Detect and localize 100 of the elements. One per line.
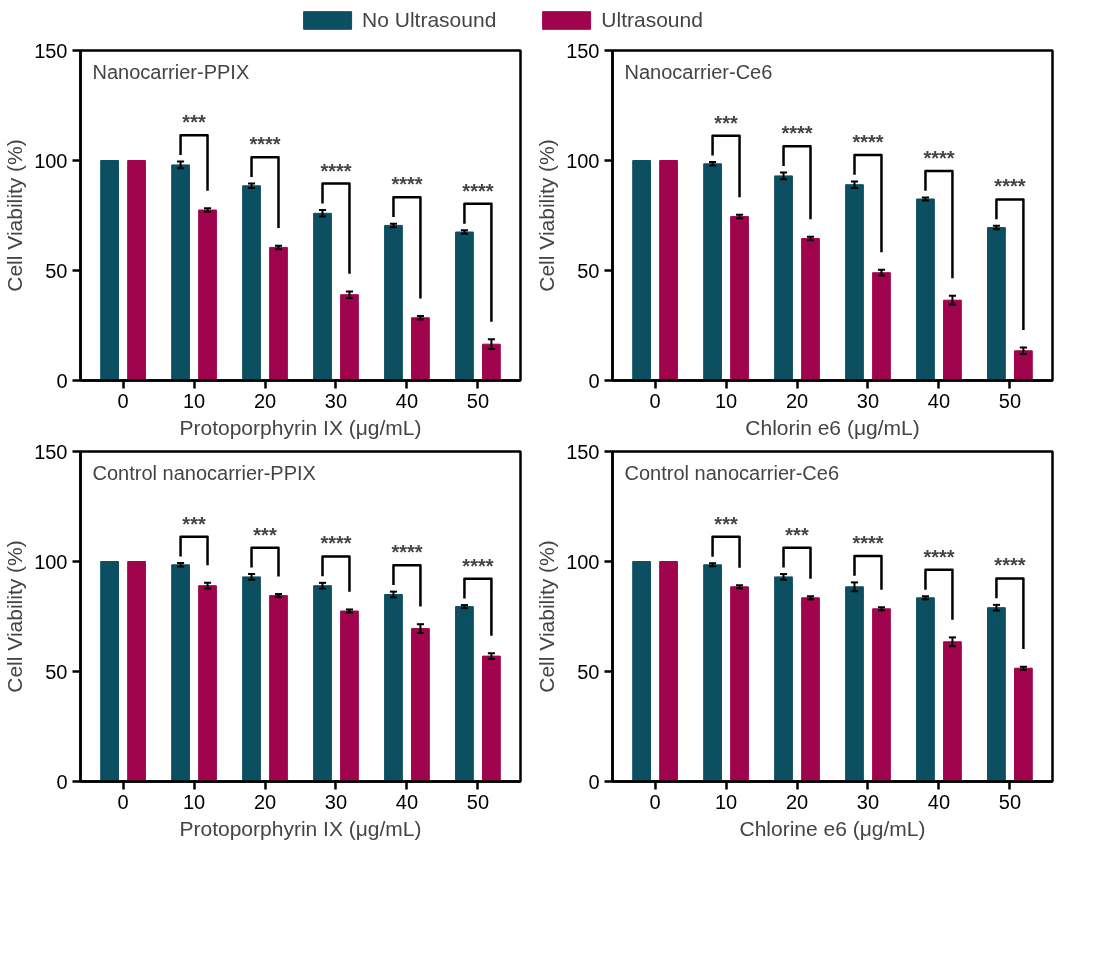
bar [242,576,261,782]
bar [632,160,651,381]
bar [127,160,146,381]
bar [774,576,793,782]
bar [659,561,678,782]
y-axis-title: Cell Viability (%) [535,139,559,292]
x-tick-label: 30 [324,790,348,813]
x-tick-label: 30 [856,790,880,813]
bar [384,594,403,782]
annotation: **** [781,122,813,145]
y-tick-label: 150 [34,440,68,463]
bar [872,272,891,381]
y-tick-label: 50 [577,660,600,683]
bar [384,224,403,381]
bar [455,231,474,381]
bar [171,564,190,782]
annotation: **** [462,554,494,577]
legend-label: No Ultrasound [362,8,497,32]
x-tick-label: 30 [324,389,348,412]
bar [269,595,288,782]
y-tick-label: 150 [566,440,600,463]
x-tick-label: 40 [395,790,419,813]
y-tick-label: 100 [566,149,600,172]
x-tick-label: 20 [253,790,277,813]
bar [872,608,891,782]
y-tick-label: 150 [34,39,68,62]
x-tick-label: 50 [466,790,490,813]
annotation: *** [182,512,206,535]
x-tick-label: 20 [785,790,809,813]
annotation: **** [391,173,423,196]
x-tick-label: 30 [856,389,880,412]
annotation: **** [923,545,955,568]
bar [313,212,332,381]
bar [482,343,501,381]
bar [703,163,722,381]
text: Control nanocarrier-PPIX [92,461,316,484]
text: Control nanocarrier-Ce6 [624,461,840,484]
bar [198,585,217,782]
bar [340,294,359,381]
x-axis-title: Chlorine e6 (μg/mL) [739,816,926,840]
annotation: **** [852,131,884,153]
text: Nanocarrier-PPIX [92,60,250,83]
x-tick-label: 20 [785,389,809,412]
bar [801,238,820,381]
bar [987,607,1006,782]
bar [916,597,935,782]
x-tick-label: 0 [117,790,129,813]
y-tick-label: 50 [45,660,68,683]
x-axis-title: Protoporphyrin IX (μg/mL) [179,816,422,840]
bar [845,586,864,782]
bar [482,655,501,782]
annotation: *** [714,512,738,535]
bar [1014,350,1033,381]
x-tick-label: 0 [649,790,661,813]
y-tick-label: 0 [56,369,68,392]
bar [313,585,332,782]
y-axis-title: Cell Viability (%) [3,139,27,292]
bar [100,561,119,782]
x-tick-label: 10 [182,790,206,813]
bar [340,610,359,782]
bar [774,175,793,381]
annotation: **** [391,541,423,564]
annotation: **** [462,179,494,202]
annotation: *** [785,523,809,546]
x-tick-label: 50 [998,389,1022,412]
bar [171,164,190,381]
x-tick-label: 40 [927,790,951,813]
bar [411,317,430,381]
y-tick-label: 100 [34,149,68,172]
bar [411,628,430,782]
annotation: *** [182,111,206,134]
text: Nanocarrier-Ce6 [624,60,773,83]
y-tick-label: 150 [566,39,600,62]
x-tick-label: 50 [466,389,490,412]
y-axis-title: Cell Viability (%) [3,540,27,693]
annotation: *** [714,111,738,134]
bar [730,216,749,381]
annotation: **** [852,532,884,554]
x-tick-label: 10 [714,389,738,412]
x-tick-label: 40 [395,389,419,412]
annotation: **** [320,532,352,555]
x-tick-label: 0 [649,389,661,412]
bar [703,564,722,782]
x-axis-title: Chlorin e6 (μg/mL) [745,415,920,439]
y-axis-title: Cell Viability (%) [535,540,559,693]
y-tick-label: 0 [56,770,68,793]
annotation: **** [249,133,281,156]
annotation: *** [253,523,277,546]
y-tick-label: 100 [34,550,68,573]
x-axis-title: Protoporphyrin IX (μg/mL) [179,415,422,439]
bar [127,561,146,782]
legend-label: Ultrasound [601,8,703,32]
bar [845,184,864,381]
x-tick-label: 0 [117,389,129,412]
x-tick-label: 10 [714,790,738,813]
bar [943,299,962,381]
annotation: **** [923,147,955,170]
bar [801,597,820,782]
bar [198,209,217,381]
bar [916,198,935,381]
